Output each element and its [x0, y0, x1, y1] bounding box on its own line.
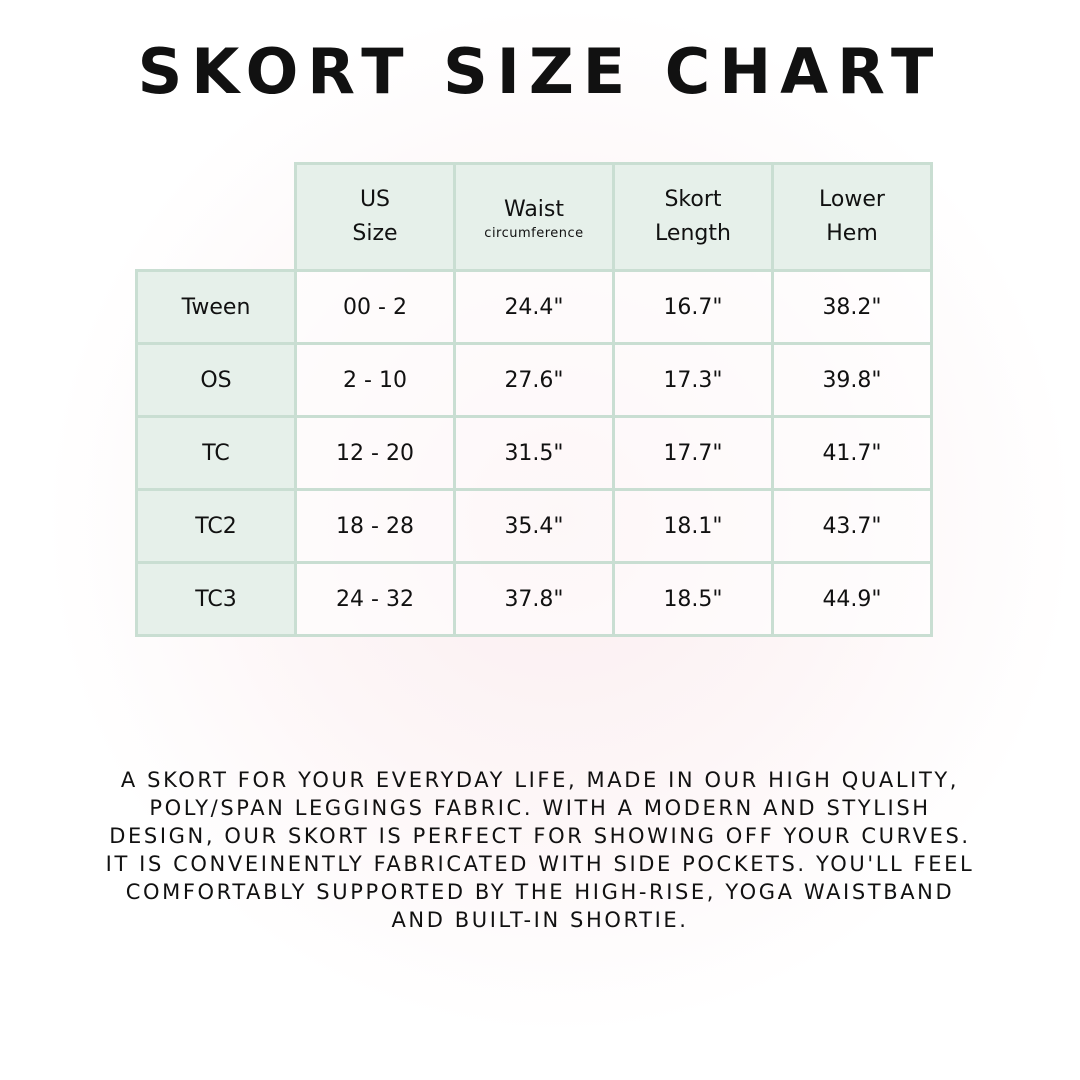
table-header-row: US Size Waist circumference Skort Length Lo…	[137, 162, 933, 272]
row-label: TC3	[135, 561, 297, 637]
cell-skort-length: 17.7"	[612, 415, 774, 491]
header-waist: Waist circumference	[453, 162, 615, 272]
cell-us-size: 24 - 32	[294, 561, 456, 637]
header-text: Length	[655, 221, 731, 246]
header-text: Hem	[826, 221, 878, 246]
cell-us-size: 00 - 2	[294, 269, 456, 345]
table-row: Tween 00 - 2 24.4" 16.7" 38.2"	[135, 269, 933, 345]
header-lower-hem: Lower Hem	[771, 162, 933, 272]
cell-us-size: 18 - 28	[294, 488, 456, 564]
product-description: A skort for your everyday life, made in …	[105, 768, 975, 932]
cell-waist: 24.4"	[453, 269, 615, 345]
header-text: Skort	[664, 187, 722, 212]
table-row: TC 12 - 20 31.5" 17.7" 41.7"	[135, 415, 933, 491]
cell-skort-length: 16.7"	[612, 269, 774, 345]
header-text: Lower	[819, 187, 885, 212]
table-row: TC3 24 - 32 37.8" 18.5" 44.9"	[135, 561, 933, 637]
cell-lower-hem: 39.8"	[771, 342, 933, 418]
row-label: TC	[135, 415, 297, 491]
row-label: OS	[135, 342, 297, 418]
row-label: TC2	[135, 488, 297, 564]
cell-skort-length: 18.5"	[612, 561, 774, 637]
cell-waist: 37.8"	[453, 561, 615, 637]
header-us-size: US Size	[294, 162, 456, 272]
cell-waist: 31.5"	[453, 415, 615, 491]
header-text: Size	[352, 221, 398, 246]
page-title: SKORT SIZE CHART	[137, 35, 943, 108]
cell-lower-hem: 44.9"	[771, 561, 933, 637]
cell-skort-length: 17.3"	[612, 342, 774, 418]
cell-lower-hem: 43.7"	[771, 488, 933, 564]
header-text: Waist	[503, 197, 565, 222]
cell-us-size: 2 - 10	[294, 342, 456, 418]
table-row: OS 2 - 10 27.6" 17.3" 39.8"	[135, 342, 933, 418]
cell-waist: 35.4"	[453, 488, 615, 564]
size-chart-table: US Size Waist circumference Skort Length Lo…	[135, 162, 933, 637]
cell-us-size: 12 - 20	[294, 415, 456, 491]
cell-waist: 27.6"	[453, 342, 615, 418]
header-text: US	[359, 187, 391, 212]
cell-lower-hem: 38.2"	[771, 269, 933, 345]
empty-corner-cell	[137, 164, 296, 271]
cell-skort-length: 18.1"	[612, 488, 774, 564]
header-skort-length: Skort Length	[612, 162, 774, 272]
header-subtext: circumference	[484, 226, 584, 241]
row-label: Tween	[135, 269, 297, 345]
table-row: TC2 18 - 28 35.4" 18.1" 43.7"	[135, 488, 933, 564]
cell-lower-hem: 41.7"	[771, 415, 933, 491]
